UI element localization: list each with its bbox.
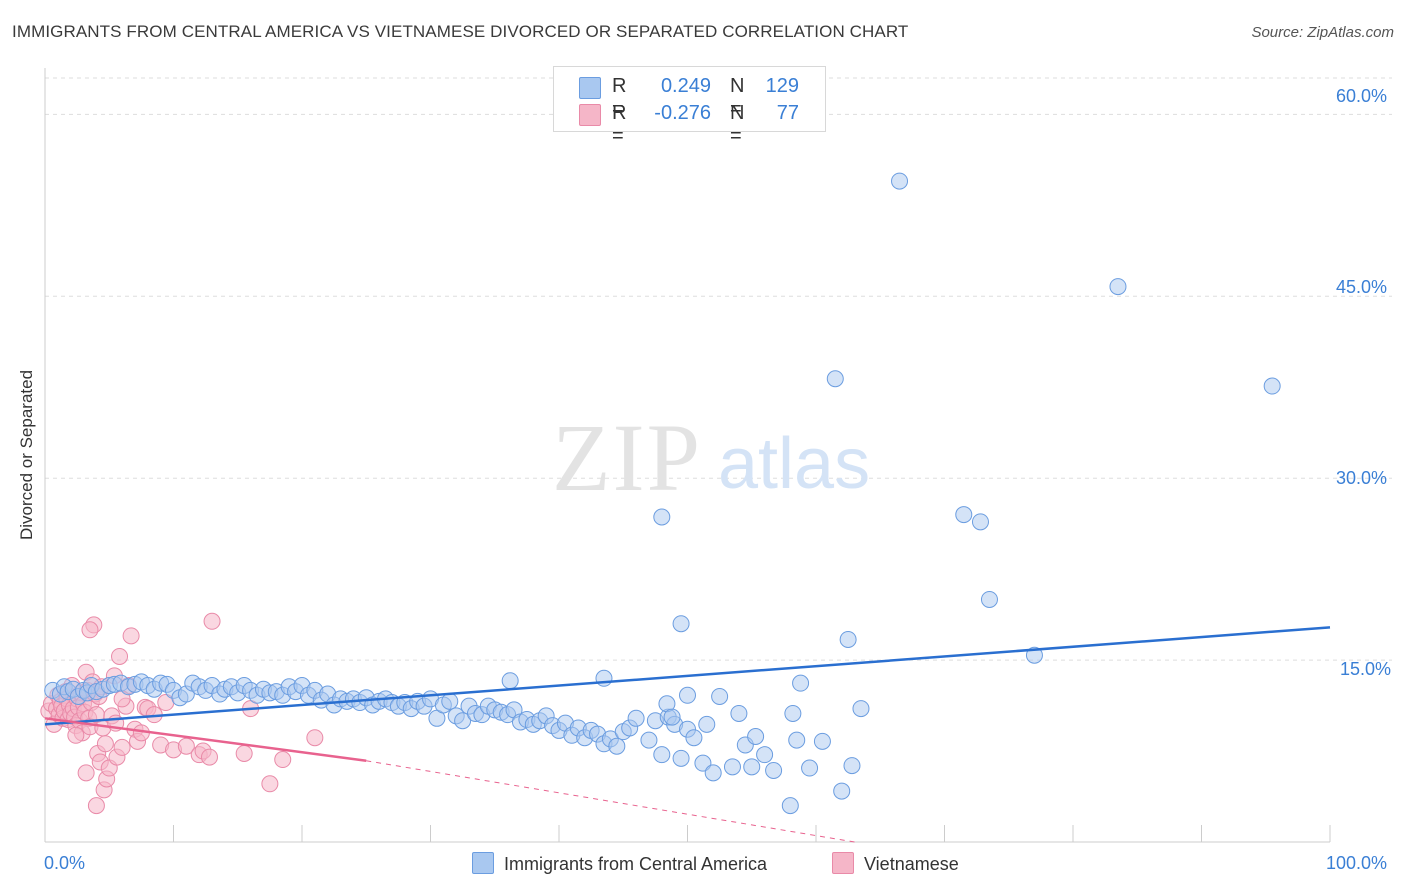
central-america-point xyxy=(723,758,741,776)
central-america-point xyxy=(672,749,690,767)
y-tick-label-45: 45.0% xyxy=(1336,277,1388,297)
central-america-point xyxy=(1109,278,1127,296)
vietnamese-point xyxy=(96,735,114,753)
vietnamese-point xyxy=(81,621,99,639)
central-america-point xyxy=(679,686,696,704)
vietnamese-trend-line xyxy=(44,717,367,762)
central-america-points xyxy=(44,172,1281,815)
x-tick-label-min: 0.0% xyxy=(44,853,86,873)
y-tick-label-15: 15.0% xyxy=(1340,659,1392,679)
central-america-point xyxy=(891,172,909,190)
blue-swatch xyxy=(579,77,601,99)
vietnamese-point xyxy=(261,775,279,793)
central-america-trend-line xyxy=(44,626,1331,726)
blue-swatch xyxy=(472,852,494,874)
central-america-point xyxy=(833,782,851,800)
series-legend-blue: Immigrants from Central America xyxy=(472,852,767,875)
n-label: N = xyxy=(730,102,745,147)
vietnamese-point xyxy=(306,729,324,747)
n-value: 129 xyxy=(765,75,799,97)
vietnamese-point xyxy=(122,627,140,645)
central-america-point xyxy=(501,672,519,690)
central-america-point xyxy=(595,669,613,687)
central-america-point xyxy=(730,704,748,722)
central-america-point xyxy=(672,615,690,633)
vietnamese-point xyxy=(113,738,131,756)
source-label: Source: ZipAtlas.com xyxy=(1251,24,1394,41)
central-america-point xyxy=(441,692,459,710)
y-tick-label-30: 30.0% xyxy=(1336,468,1388,488)
r-value: -0.276 xyxy=(654,102,711,124)
y-axis-label: Divorced or Separated xyxy=(17,369,36,541)
vietnamese-point xyxy=(200,748,218,766)
central-america-point xyxy=(653,746,671,764)
vietnamese-point xyxy=(87,797,105,815)
central-america-point xyxy=(711,687,729,705)
chart-title: IMMIGRANTS FROM CENTRAL AMERICA VS VIETN… xyxy=(12,22,909,41)
vietnamese-trend-extension xyxy=(366,760,855,843)
central-america-point xyxy=(792,674,810,692)
central-america-point xyxy=(784,704,802,722)
central-america-point xyxy=(698,715,716,733)
y-tick-label-60: 60.0% xyxy=(1336,86,1388,106)
watermark: ZIP atlas xyxy=(552,404,870,511)
vietnamese-point xyxy=(67,726,85,744)
grid-lines xyxy=(45,77,1392,661)
r-label: R = xyxy=(612,75,627,120)
central-america-point xyxy=(608,737,626,755)
central-america-point xyxy=(454,712,472,730)
n-value: 77 xyxy=(776,102,799,124)
r-label: R = xyxy=(612,102,627,147)
central-america-point xyxy=(781,797,799,815)
central-america-point xyxy=(743,758,761,776)
stats-legend: R = 0.249 N = 129 R = -0.276 N = 77 xyxy=(553,66,826,147)
central-america-point xyxy=(685,729,703,747)
watermark-atlas: atlas xyxy=(718,424,870,504)
central-america-point xyxy=(627,709,645,727)
central-america-point xyxy=(1025,646,1043,664)
series-legend-pink: Vietnamese xyxy=(832,852,959,875)
r-value: 0.249 xyxy=(660,75,711,97)
central-america-point xyxy=(971,513,989,531)
vietnamese-point xyxy=(274,751,292,769)
vietnamese-point xyxy=(111,647,129,665)
vietnamese-point xyxy=(77,764,95,782)
central-america-point xyxy=(1263,377,1281,395)
central-america-point xyxy=(756,746,774,764)
x-tick-label-max: 100.0% xyxy=(1326,853,1388,873)
legend-label: Vietnamese xyxy=(864,854,959,874)
n-label: N = xyxy=(730,75,745,120)
legend-label: Immigrants from Central America xyxy=(504,854,768,874)
vietnamese-point xyxy=(203,612,221,630)
pink-swatch xyxy=(579,104,601,126)
central-america-point xyxy=(663,708,681,726)
central-america-point xyxy=(852,700,870,718)
central-america-point xyxy=(653,508,671,526)
central-america-point xyxy=(843,757,861,775)
central-america-point xyxy=(980,590,998,608)
central-america-point xyxy=(955,506,973,524)
central-america-point xyxy=(640,731,658,749)
central-america-point xyxy=(826,370,844,388)
central-america-point xyxy=(839,630,857,648)
vietnamese-point xyxy=(235,744,253,762)
central-america-point xyxy=(704,764,722,782)
central-america-point xyxy=(788,731,806,749)
central-america-point xyxy=(747,727,765,745)
trend-lines xyxy=(44,626,1331,843)
central-america-point xyxy=(765,761,783,779)
central-america-point xyxy=(801,759,819,777)
central-america-point xyxy=(813,732,831,750)
pink-swatch xyxy=(832,852,854,874)
watermark-zip: ZIP xyxy=(552,404,702,511)
